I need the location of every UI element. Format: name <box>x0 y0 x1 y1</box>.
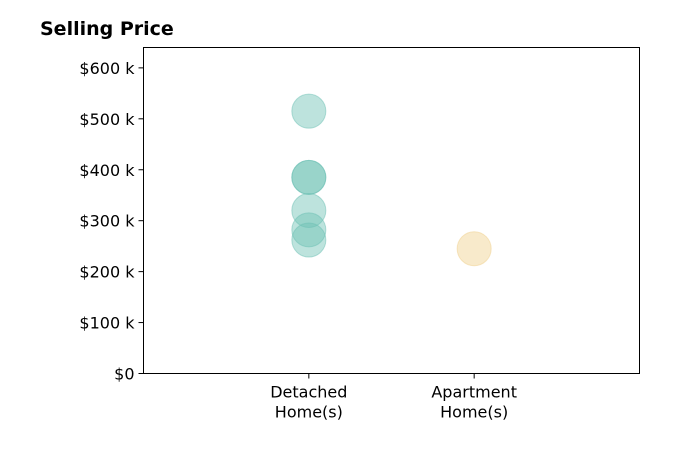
y-tick-label: $300 k <box>79 212 135 231</box>
data-point <box>291 159 327 195</box>
x-tick-label: Detached Home(s) <box>270 383 347 422</box>
data-point <box>291 193 327 228</box>
y-tick-label: $200 k <box>79 263 135 282</box>
chart-title: Selling Price <box>40 18 174 40</box>
y-tick-label: $100 k <box>79 314 135 333</box>
x-axis: Detached Home(s) Apartment Home(s) <box>270 373 517 422</box>
y-axis: $0 $100 k $200 k $300 k $400 k $500 k $600 k <box>79 59 144 384</box>
x-tick-label: Apartment Home(s) <box>431 383 517 422</box>
y-tick-label: $600 k <box>79 59 135 78</box>
data-point <box>291 212 327 248</box>
data-point <box>291 93 327 129</box>
y-tick-label: $0 <box>114 365 134 384</box>
y-tick-label: $500 k <box>79 110 135 129</box>
y-tick-label: $400 k <box>79 161 135 180</box>
plot-area <box>143 47 640 374</box>
data-point <box>291 222 327 258</box>
data-point <box>456 231 492 267</box>
data-points <box>291 93 492 267</box>
